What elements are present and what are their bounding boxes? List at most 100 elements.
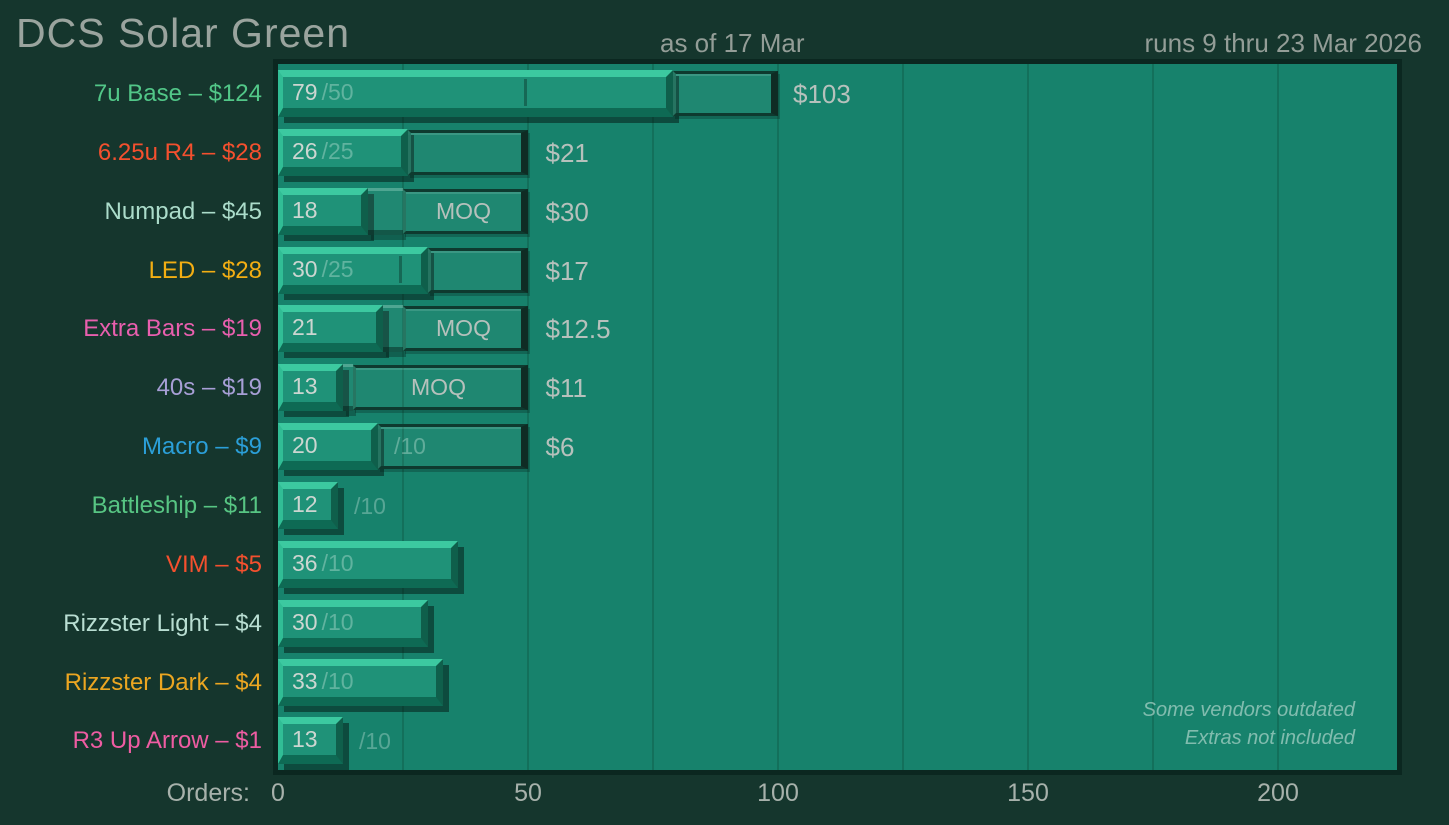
- order-count: 30: [292, 255, 318, 282]
- row-label: VIM – $5: [165, 550, 262, 578]
- moq-text: MOQ: [436, 315, 491, 342]
- gridline: [1027, 64, 1029, 770]
- goal-text: /10: [394, 433, 426, 460]
- next-break-box: [673, 71, 778, 116]
- row-label: R3 Up Arrow – $1: [72, 727, 262, 755]
- row-label: 6.25u R4 – $28: [97, 138, 262, 166]
- x-axis-title: Orders:: [166, 779, 250, 807]
- next-break-box: MOQ: [403, 188, 528, 234]
- gridline: [527, 64, 529, 770]
- goal-text: /10: [321, 549, 354, 576]
- next-price-label: $6: [545, 432, 575, 463]
- order-bar: 13: [278, 717, 343, 765]
- gridline: [902, 64, 904, 770]
- order-count: 13: [292, 726, 318, 753]
- gridline: [652, 64, 654, 770]
- next-break-box: /10: [378, 424, 528, 470]
- order-bar: 79/50: [278, 70, 673, 117]
- order-count: 26: [292, 137, 318, 164]
- chart-row: 12/10: [278, 476, 1397, 535]
- gridline: [777, 64, 779, 770]
- next-price-label: $12.5: [545, 314, 611, 345]
- moq-marker: [399, 255, 402, 283]
- next-price-label: $11: [545, 373, 587, 404]
- as-of-date: as of 17 Mar: [660, 28, 805, 58]
- next-break-box: [408, 129, 528, 175]
- goal-text: /50: [321, 79, 354, 105]
- order-count: 30: [292, 608, 318, 635]
- footnote-line-1: Some vendors outdated: [1142, 699, 1355, 721]
- x-tick: 50: [514, 779, 542, 807]
- moq-text: MOQ: [411, 374, 466, 401]
- order-bar: 12: [278, 481, 338, 529]
- row-label: Battleship – $11: [91, 491, 262, 519]
- order-count: 79: [292, 79, 318, 105]
- row-label: Rizzster Dark – $4: [64, 668, 262, 696]
- order-bar: 21: [278, 305, 383, 353]
- chart-row: 18 MOQ $30: [278, 182, 1397, 241]
- order-count: 33: [292, 667, 318, 694]
- chart-row: 13 MOQ $11: [278, 358, 1397, 417]
- row-label: Numpad – $45: [104, 197, 262, 225]
- row-label: 7u Base – $124: [93, 80, 262, 107]
- chart-row: 26/25 $21: [278, 123, 1397, 182]
- goal-text: /10: [359, 728, 391, 755]
- order-bar: 36/10: [278, 540, 458, 588]
- order-count: 21: [292, 314, 318, 341]
- goal-text: /25: [321, 137, 354, 164]
- page-title: DCS Solar Green: [16, 10, 351, 56]
- order-bar: 33/10: [278, 658, 443, 706]
- order-count: 20: [292, 432, 318, 459]
- gridline: [1152, 64, 1154, 770]
- row-label: Macro – $9: [141, 433, 262, 461]
- order-bar: 18: [278, 187, 368, 235]
- row-label-column: 7u Base – $124 6.25u R4 – $28 Numpad – $45…: [0, 0, 262, 825]
- x-tick: 200: [1257, 779, 1299, 807]
- plot-area: 79/50 $103 26/25 $21 18 MOQ $30 30/25 $17 21 MOQ $1…: [278, 64, 1397, 770]
- bar-rows: 79/50 $103 26/25 $21 18 MOQ $30 30/25 $17 21 MOQ $1…: [278, 64, 1397, 770]
- order-count: 36: [292, 549, 318, 576]
- goal-text: /10: [321, 608, 354, 635]
- moq-marker: [524, 79, 527, 106]
- chart-row: 30/25 $17: [278, 241, 1397, 300]
- goal-text: /25: [321, 255, 354, 282]
- x-tick: 150: [1007, 779, 1049, 807]
- next-price-label: $30: [545, 196, 589, 227]
- footnote-line-2: Extras not included: [1184, 727, 1355, 749]
- next-break-box: MOQ: [403, 306, 528, 352]
- chart-row: 21 MOQ $12.5: [278, 299, 1397, 358]
- chart-row: 79/50 $103: [278, 64, 1397, 123]
- row-label: 40s – $19: [156, 374, 262, 402]
- next-break-box: MOQ: [353, 365, 528, 411]
- footnote: Some vendors outdated Extras not include…: [1143, 696, 1355, 752]
- order-count: 18: [292, 196, 318, 223]
- gridlines: [278, 64, 1397, 770]
- order-count: 13: [292, 373, 318, 400]
- order-bar: 26/25: [278, 128, 408, 176]
- order-bar: 13: [278, 364, 343, 412]
- gap-to-moq: [343, 364, 353, 412]
- chart-row: 13/10: [278, 711, 1397, 770]
- gap-to-moq: [368, 187, 403, 235]
- chart-row: 36/10: [278, 535, 1397, 594]
- order-bar: 30/25: [278, 246, 428, 294]
- order-bar: 30/10: [278, 599, 428, 647]
- x-tick: 0: [271, 779, 285, 807]
- gap-to-moq: [383, 305, 403, 353]
- row-label: LED – $28: [148, 256, 262, 284]
- next-price-label: $103: [793, 79, 851, 109]
- next-price-label: $21: [545, 137, 589, 168]
- next-price-label: $17: [545, 255, 589, 286]
- run-dates: runs 9 thru 23 Mar 2026: [1144, 28, 1423, 58]
- chart-row: 30/10: [278, 594, 1397, 653]
- order-count: 12: [292, 490, 318, 517]
- gridline: [1277, 64, 1279, 770]
- order-bar: 20: [278, 423, 378, 471]
- x-tick: 100: [757, 779, 799, 807]
- row-label: Rizzster Light – $4: [63, 609, 262, 637]
- next-break-box: [428, 247, 528, 293]
- chart-row: 20/10 $6: [278, 417, 1397, 476]
- row-label: Extra Bars – $19: [83, 315, 262, 343]
- moq-text: MOQ: [436, 197, 491, 224]
